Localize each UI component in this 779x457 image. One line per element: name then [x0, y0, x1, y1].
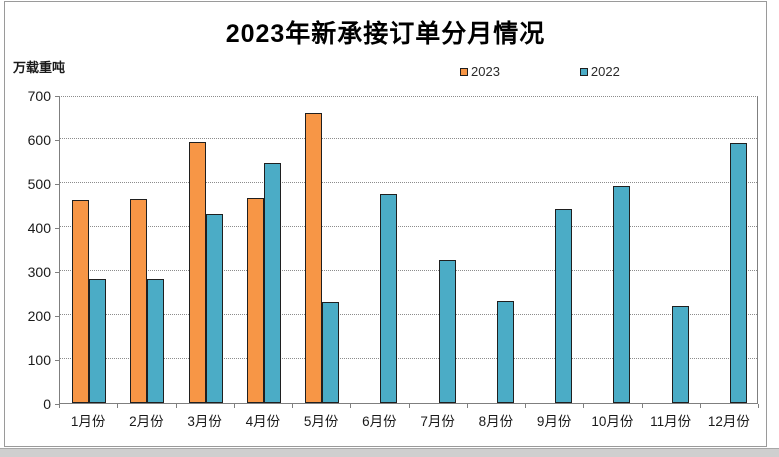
x-tick-mark — [292, 404, 293, 408]
bar-2022-6月份 — [380, 194, 398, 403]
bar-2022-2月份 — [147, 279, 165, 403]
gridline-500 — [60, 182, 757, 183]
y-tick-label-500: 500 — [27, 176, 51, 192]
bar-2022-7月份 — [438, 260, 456, 403]
chart-frame: 2023年新承接订单分月情况 万载重吨 2023 2022 0 100 200 300… — [4, 1, 767, 447]
x-tick-label-4: 4月份 — [245, 414, 281, 429]
y-tick-label-400: 400 — [27, 220, 51, 236]
x-tick-mark — [350, 404, 352, 408]
x-tick-label-8: 8月份 — [478, 414, 514, 429]
x-tick-label-7: 7月份 — [420, 414, 455, 429]
bar-2023-4月份 — [246, 198, 264, 403]
y-tick-mark — [55, 316, 59, 317]
x-tick-mark — [59, 404, 60, 408]
bar-2023-1月份 — [72, 200, 90, 403]
legend-item-2023: 2023 — [460, 64, 500, 79]
legend-swatch-2022 — [579, 67, 588, 76]
bar-2023-2月份 — [130, 199, 148, 403]
legend-label-2022: 2022 — [590, 64, 620, 79]
x-tick-label-5: 5月份 — [303, 414, 339, 429]
x-tick-label-11: 11月份 — [650, 414, 692, 429]
gridline-200 — [60, 314, 757, 315]
legend-label-2023: 2023 — [471, 64, 500, 79]
y-tick-mark — [55, 96, 59, 97]
x-tick-mark — [699, 404, 701, 408]
bar-2022-3月份 — [205, 214, 223, 403]
x-tick-mark — [233, 404, 235, 408]
x-tick-label-2: 2月份 — [129, 414, 164, 429]
gridline-300 — [60, 270, 757, 271]
x-tick-label-12: 12月份 — [707, 414, 750, 429]
bar-2022-10月份 — [613, 186, 631, 403]
x-tick-label-6: 6月份 — [362, 414, 397, 429]
y-tick-label-600: 600 — [27, 132, 51, 148]
y-tick-mark — [55, 228, 59, 229]
y-tick-label-200: 200 — [27, 308, 51, 324]
x-tick-mark — [583, 404, 585, 408]
legend: 2023 2022 — [460, 64, 620, 79]
plot-area — [59, 96, 758, 404]
y-tick-mark — [55, 184, 59, 185]
gridline-400 — [60, 226, 757, 227]
x-tick-mark — [175, 404, 177, 408]
x-tick-mark — [466, 404, 468, 408]
legend-swatch-2023 — [460, 67, 468, 76]
legend-item-2022: 2022 — [579, 64, 620, 79]
y-tick-label-0: 0 — [43, 396, 51, 412]
x-tick-mark — [408, 404, 410, 408]
y-tick-mark — [55, 272, 59, 273]
bar-2022-8月份 — [496, 301, 514, 403]
x-tick-mark — [117, 404, 119, 408]
chart-title: 2023年新承接订单分月情况 — [225, 20, 546, 48]
bar-2022-5月份 — [322, 302, 340, 403]
x-tick-label-9: 9月份 — [536, 414, 572, 429]
y-tick-mark — [55, 360, 59, 361]
bar-2023-5月份 — [305, 113, 323, 403]
x-tick-mark — [641, 404, 643, 408]
y-tick-label-300: 300 — [27, 264, 51, 280]
x-tick-mark — [758, 404, 759, 408]
window-bottom-strip — [0, 448, 779, 457]
bar-2022-1月份 — [89, 279, 107, 403]
x-tick-label-10: 10月份 — [591, 414, 634, 429]
y-tick-label-700: 700 — [27, 88, 51, 104]
x-tick-label-3: 3月份 — [187, 414, 222, 429]
gridline-100 — [60, 358, 757, 359]
gridline-600 — [60, 138, 757, 139]
x-tick-label-1: 1月份 — [70, 414, 106, 429]
y-tick-mark — [55, 140, 59, 141]
bar-2023-3月份 — [188, 142, 206, 403]
bar-2022-9月份 — [555, 209, 573, 403]
bar-2022-11月份 — [671, 306, 689, 403]
y-tick-label-100: 100 — [27, 352, 51, 368]
x-tick-mark — [525, 404, 526, 408]
bar-2022-4月份 — [263, 163, 281, 403]
y-tick-mark — [55, 404, 59, 405]
y-axis-unit-label: 万载重吨 — [13, 60, 66, 75]
bar-2022-12月份 — [729, 143, 747, 403]
